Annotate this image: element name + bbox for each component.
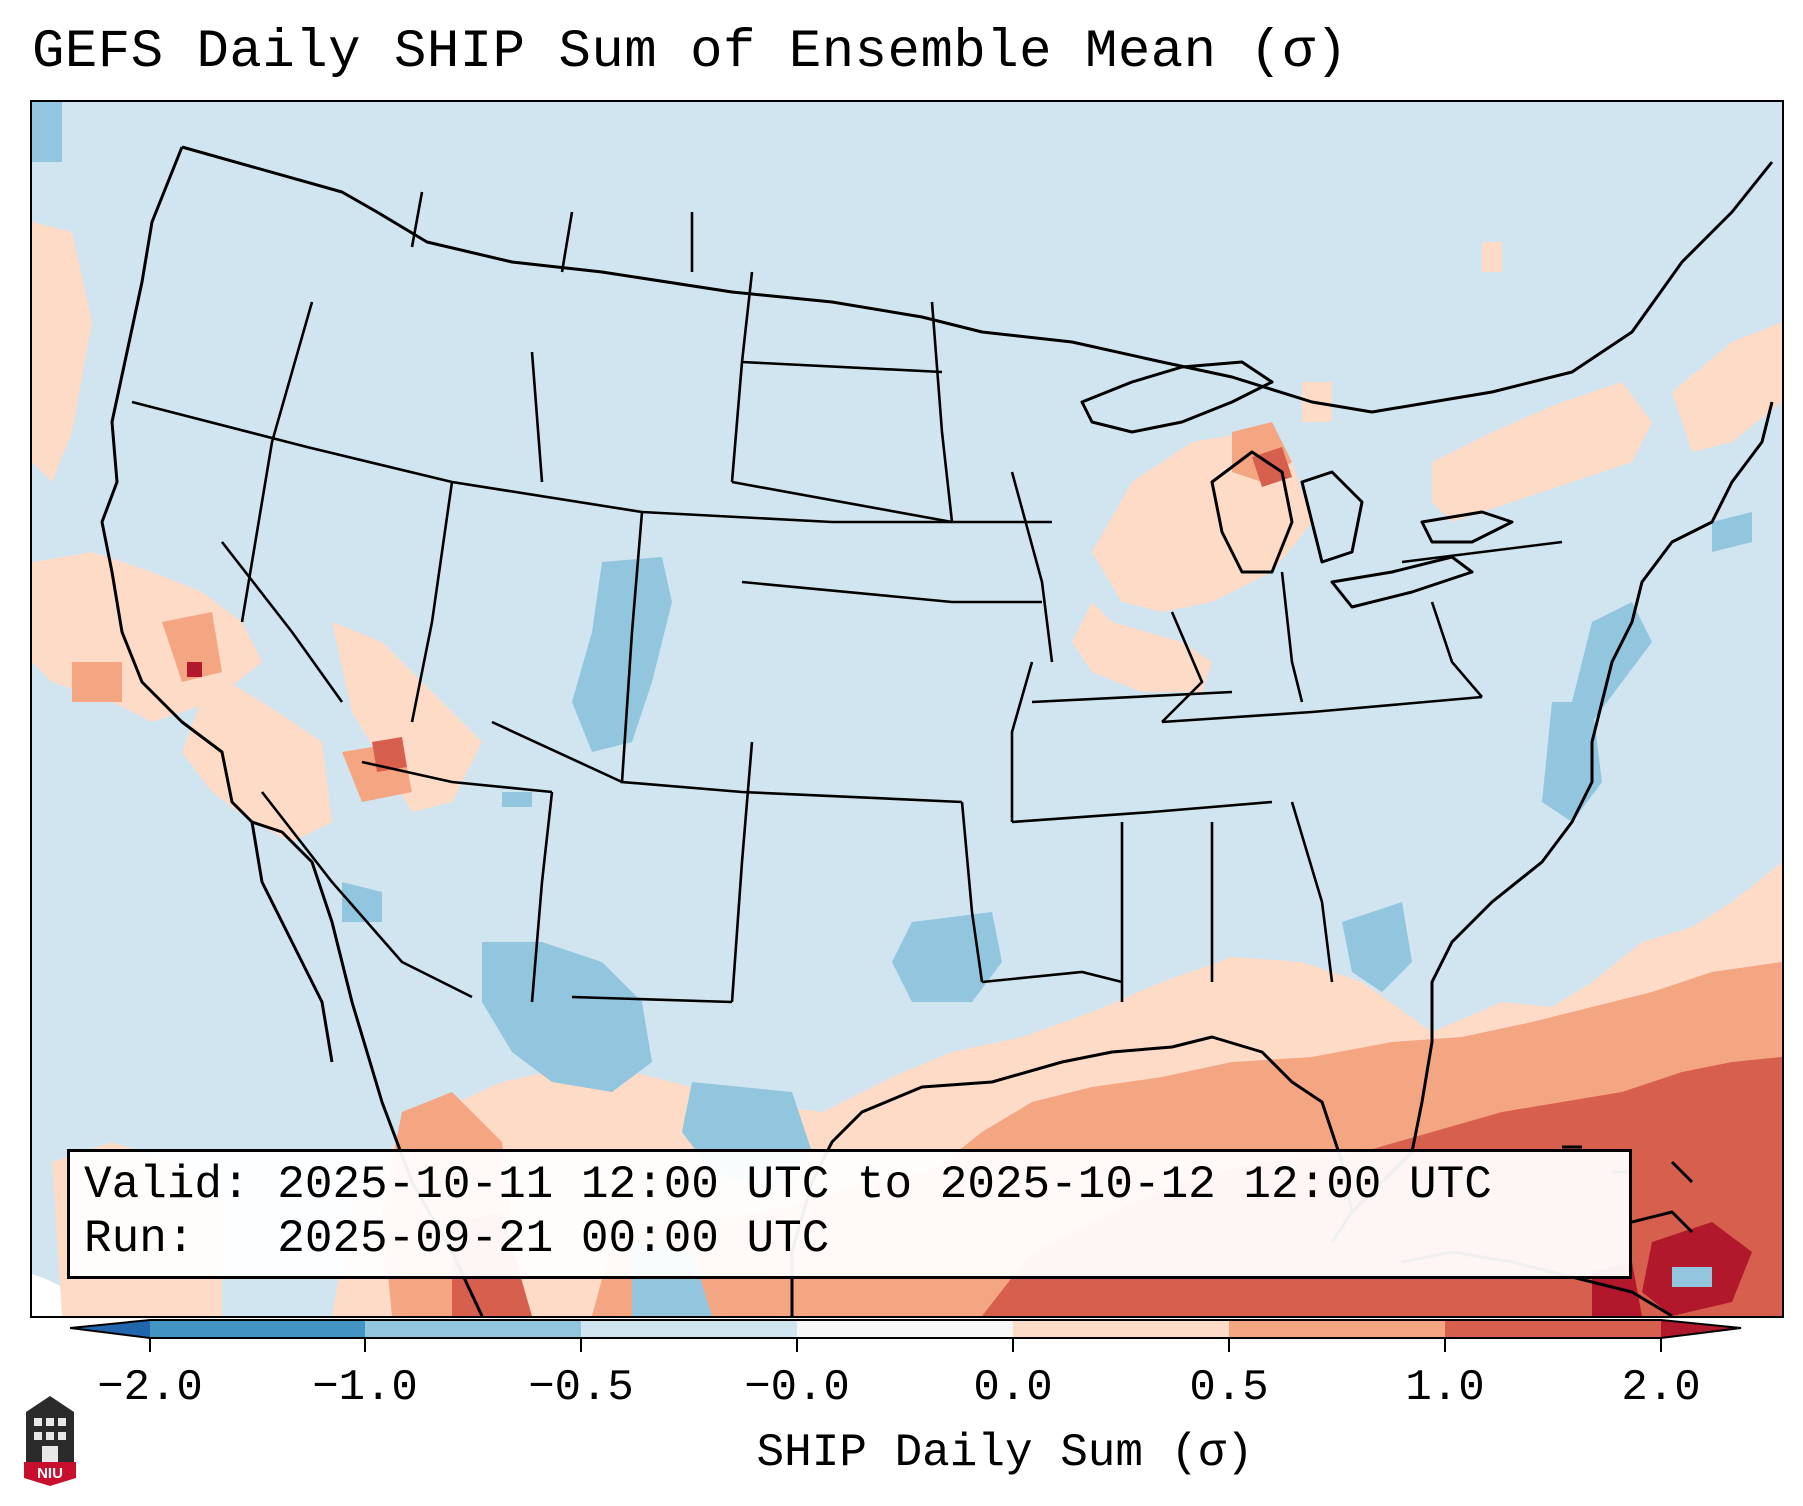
colorbar-bin-4 bbox=[797, 1320, 1013, 1338]
niu-logo-text: NIU bbox=[37, 1465, 63, 1482]
map-canvas bbox=[32, 102, 1782, 1316]
colorbar-bin-1 bbox=[150, 1320, 365, 1338]
colorbar-bin-3 bbox=[581, 1320, 797, 1338]
colorbar-bin-7 bbox=[1445, 1320, 1661, 1338]
colorbar-tick-label: 0.5 bbox=[1189, 1363, 1269, 1413]
run-time-text: Run: 2025-09-21 00:00 UTC bbox=[84, 1213, 830, 1265]
colorbar-bin-6 bbox=[1229, 1320, 1445, 1338]
valid-run-info-box: Valid: 2025-10-11 12:00 UTC to 2025-10-1… bbox=[67, 1149, 1632, 1279]
state-borders bbox=[131, 191, 1563, 1004]
colorbar-tick-label: −1.0 bbox=[312, 1363, 418, 1413]
colorbar-tick-label: −2.0 bbox=[97, 1363, 203, 1413]
colorbar-ticks bbox=[149, 1338, 1662, 1352]
map-frame bbox=[30, 100, 1784, 1318]
colorbar-axis-label: SHIP Daily Sum (σ) bbox=[756, 1427, 1254, 1479]
colorbar-over-triangle bbox=[1661, 1320, 1741, 1338]
colorbar-bin-5 bbox=[1013, 1320, 1229, 1338]
valid-time-text: Valid: 2025-10-11 12:00 UTC to 2025-10-1… bbox=[84, 1159, 1492, 1211]
niu-logo: NIU bbox=[24, 1396, 76, 1486]
colorbar-tick-label: 2.0 bbox=[1621, 1363, 1701, 1413]
colorbar-under-triangle bbox=[70, 1320, 150, 1338]
colorbar-tick-label: 1.0 bbox=[1405, 1363, 1485, 1413]
colorbar-bin-2 bbox=[365, 1320, 581, 1338]
chart-title: GEFS Daily SHIP Sum of Ensemble Mean (σ) bbox=[32, 22, 1349, 83]
colorbar-tick-label: −0.5 bbox=[528, 1363, 634, 1413]
colorbar-tick-label: −0.0 bbox=[744, 1363, 850, 1413]
colorbar bbox=[70, 1319, 1742, 1352]
colorbar-tick-label: 0.0 bbox=[973, 1363, 1053, 1413]
